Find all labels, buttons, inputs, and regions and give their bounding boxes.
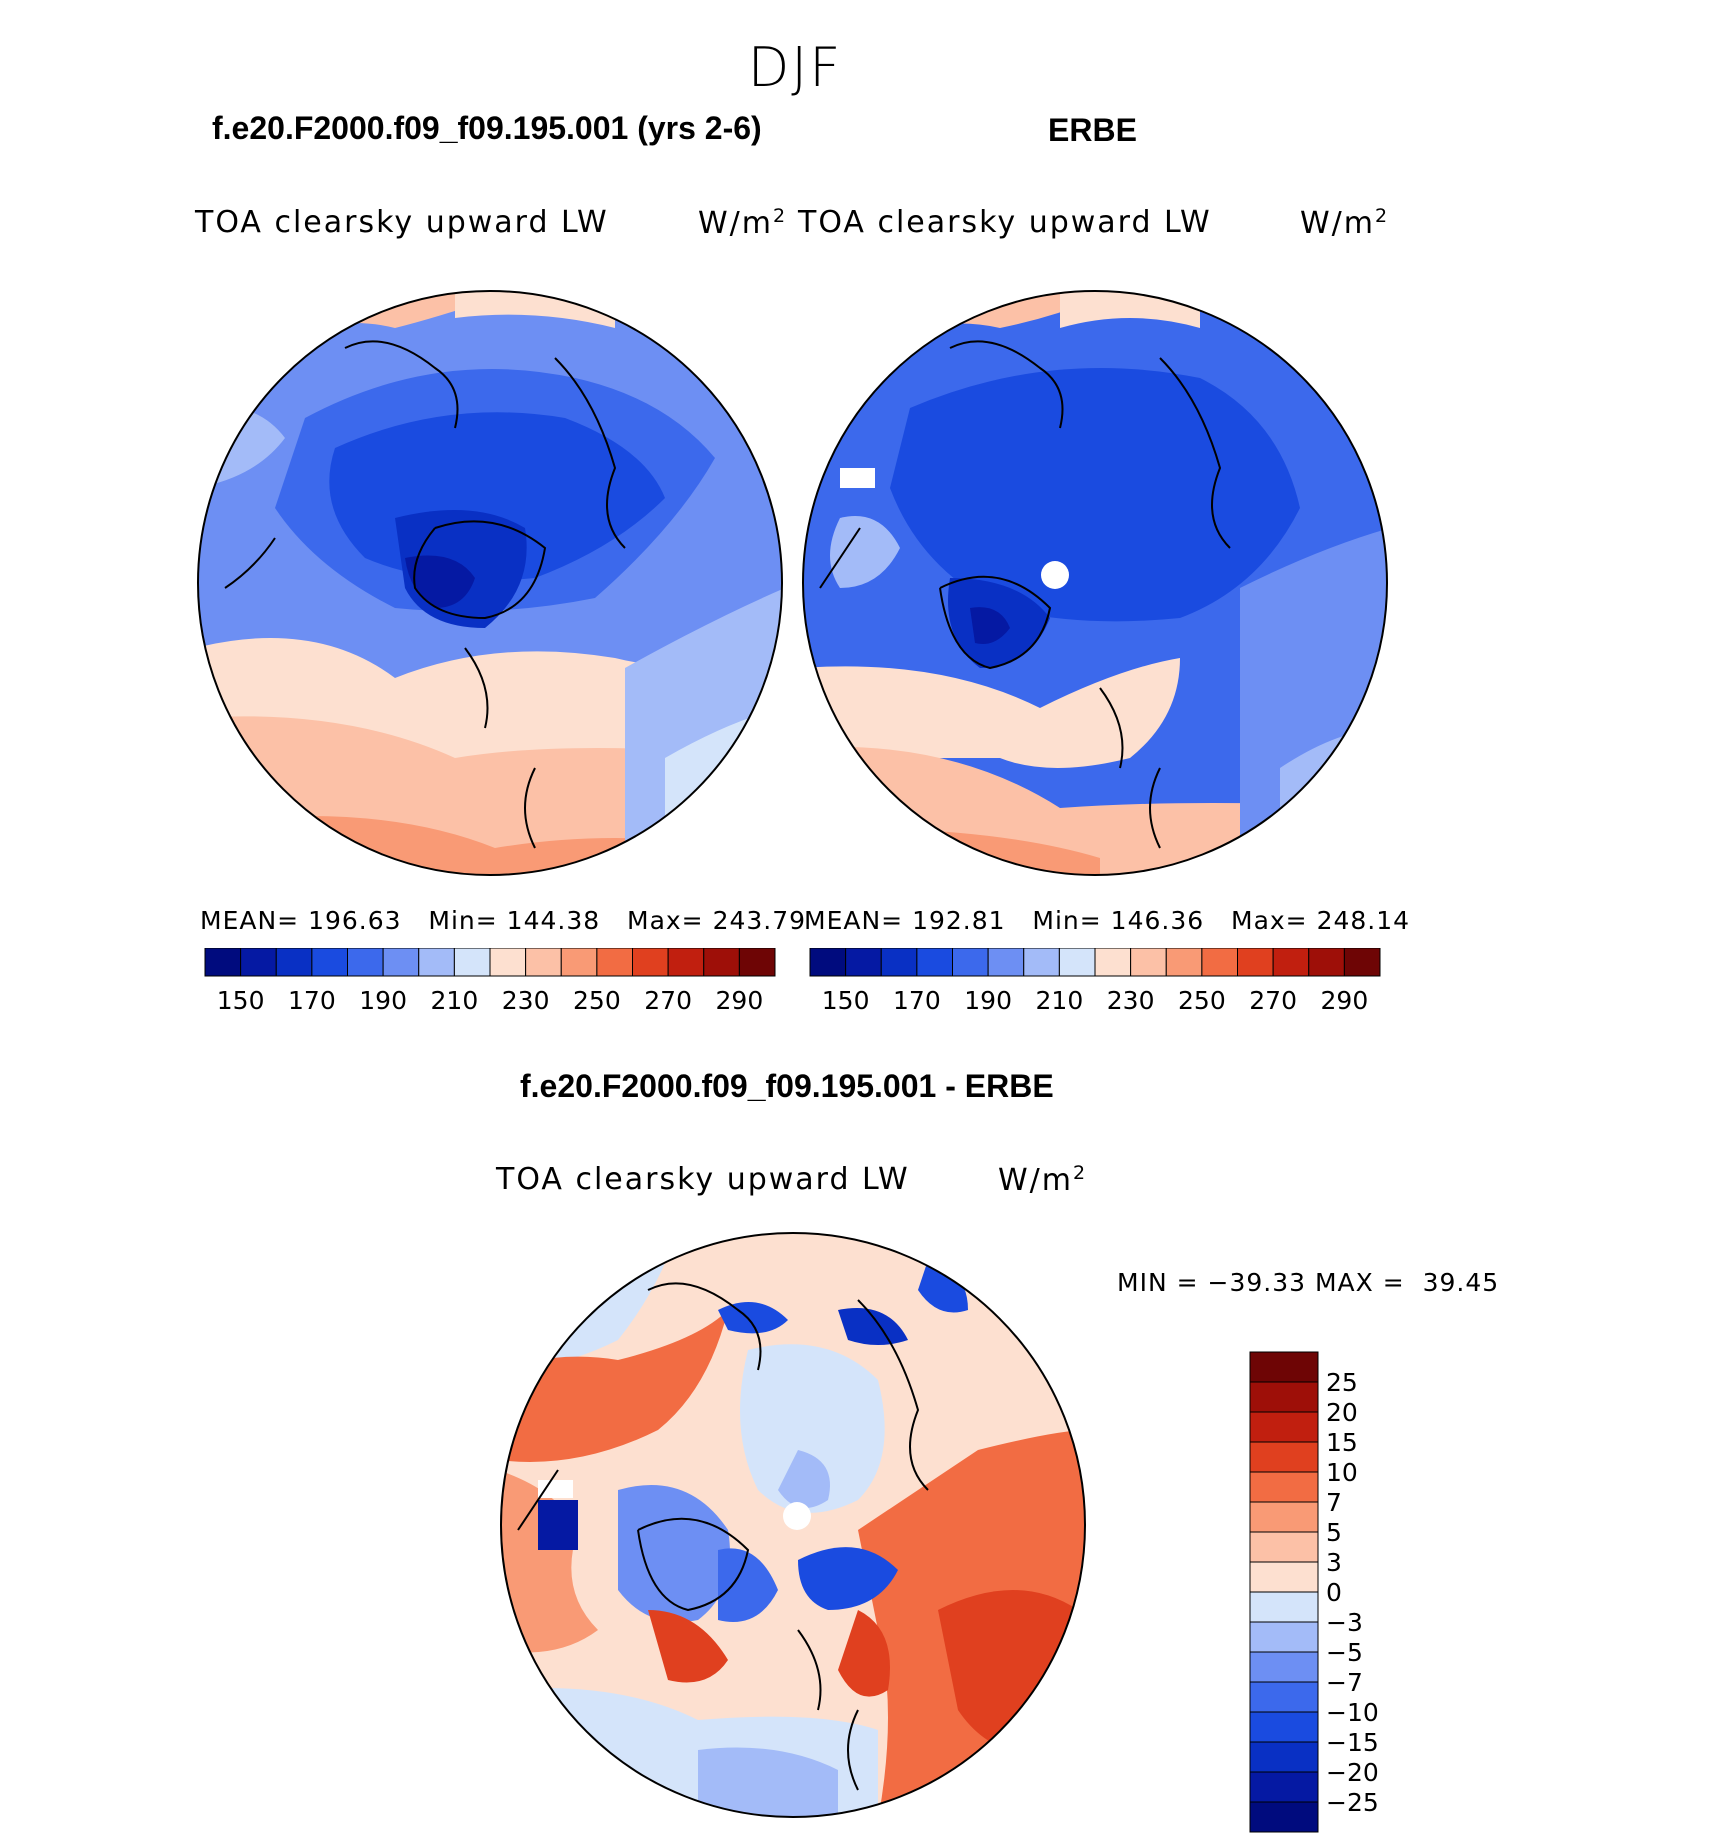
panel2-colorbar-tick-label: 230 [1107, 986, 1155, 1015]
panel3-colorbar-tick-label: −5 [1326, 1638, 1363, 1667]
panel3-colorbar-tick-label: 5 [1326, 1518, 1342, 1547]
panel2-colorbar-tick-label: 290 [1321, 986, 1369, 1015]
panel1-colorbar-swatch [560, 948, 598, 977]
panel2-colorbar-swatch [1058, 948, 1096, 977]
panel1-colorbar-swatch [525, 948, 562, 977]
panel2-colorbar-swatch [845, 948, 882, 977]
panel3-minmax: MIN = −39.33 MAX = 39.45 [1117, 1268, 1500, 1297]
panel2-colorbar-tick-label: 170 [893, 986, 941, 1015]
panel1-colorbar-swatch [489, 948, 527, 977]
panel3-colorbar-swatch [1249, 1381, 1319, 1413]
panel1-polar-map [197, 290, 783, 876]
panel1-colorbar: 150 170 190 210 230 250 270 290 [204, 948, 776, 1015]
panel2-polar-map [802, 290, 1388, 876]
panel2-colorbar-tick-label: 210 [1036, 986, 1084, 1015]
panel3-colorbar-tick-label: −10 [1326, 1698, 1379, 1727]
panel2-colorbar-swatch [1237, 948, 1274, 977]
panel2-colorbar-swatch [952, 948, 989, 977]
panel2-stats: MEAN= 192.81 Min= 146.36 Max= 248.14 [804, 906, 1411, 935]
panel1-colorbar-tick-label: 230 [502, 986, 550, 1015]
panel1-colorbar-swatch [311, 948, 348, 977]
panel2-colorbar-swatch [1094, 948, 1132, 977]
panel1-variable-label: TOA clearsky upward LW [195, 205, 609, 240]
panel2-colorbar-swatch [809, 948, 847, 977]
panel1-colorbar-tick-label: 190 [359, 986, 407, 1015]
panel3-colorbar-tick-label: −3 [1326, 1608, 1363, 1637]
panel1-colorbar-tick-label: 270 [644, 986, 692, 1015]
panel3-colorbar-tick-label: 3 [1326, 1548, 1342, 1577]
panel1-colorbar-swatch [453, 948, 491, 977]
panel1-colorbar-tick-label: 150 [217, 986, 265, 1015]
panel3-colorbar-tick-label: −25 [1326, 1788, 1379, 1817]
panel1-units: W/m2 [698, 205, 788, 241]
panel1-stats: MEAN= 196.63 Min= 144.38 Max= 243.79 [200, 906, 807, 935]
panel3-colorbar-swatch [1249, 1471, 1319, 1503]
panel3-colorbar-tick-label: 7 [1326, 1488, 1342, 1517]
panel2-colorbar-tick-label: 250 [1178, 986, 1226, 1015]
panel3-colorbar-swatch [1249, 1351, 1319, 1383]
panel3-colorbar-tick-label: 25 [1326, 1368, 1358, 1397]
panel1-title: f.e20.F2000.f09_f09.195.001 (yrs 2-6) [212, 110, 762, 146]
panel3-colorbar-swatch [1249, 1771, 1319, 1803]
panel3-colorbar-swatch [1249, 1741, 1319, 1773]
season-title: DJF [747, 36, 843, 99]
panel1-colorbar-swatch [275, 948, 313, 977]
panel3-polar-map [500, 1232, 1086, 1818]
panel1-colorbar-swatch [632, 948, 669, 977]
panel1-colorbar-swatch [347, 948, 384, 977]
panel2-variable-label: TOA clearsky upward LW [798, 205, 1212, 240]
panel1-colorbar-tick-label: 250 [573, 986, 621, 1015]
panel3-variable-label: TOA clearsky upward LW [496, 1162, 910, 1197]
panel2-colorbar-swatch [1343, 948, 1381, 977]
panel3-colorbar-swatch [1249, 1561, 1319, 1593]
panel2-colorbar-swatch [916, 948, 953, 977]
panel3-colorbar-swatch [1249, 1591, 1319, 1623]
panel3-colorbar-tick-label: 15 [1326, 1428, 1358, 1457]
panel3-colorbar-tick-label: −20 [1326, 1758, 1379, 1787]
panel1-colorbar-swatch [596, 948, 633, 977]
panel1-colorbar-tick-label: 210 [431, 986, 479, 1015]
panel2-colorbar-swatch [987, 948, 1025, 977]
panel2-colorbar-swatch [1023, 948, 1060, 977]
panel2-colorbar-tick-label: 150 [822, 986, 870, 1015]
panel2-colorbar-tick-label: 270 [1249, 986, 1297, 1015]
panel3-colorbar-tick-label: 20 [1326, 1398, 1358, 1427]
panel1-colorbar-swatch [382, 948, 420, 977]
panel2-colorbar: 150 170 190 210 230 250 270 290 [809, 948, 1381, 1015]
panel3-colorbar-swatch [1249, 1531, 1319, 1563]
panel1-colorbar-swatch [667, 948, 705, 977]
panel3-colorbar-tick-label: −15 [1326, 1728, 1379, 1757]
panel1-colorbar-swatch [738, 948, 776, 977]
panel2-colorbar-swatch [880, 948, 918, 977]
panel3-colorbar-swatch [1249, 1801, 1319, 1833]
panel2-colorbar-swatch [1201, 948, 1238, 977]
panel2-title: ERBE [1048, 112, 1137, 148]
panel2-colorbar-swatch [1272, 948, 1310, 977]
panel1-colorbar-tick-label: 290 [716, 986, 764, 1015]
panel3-colorbar-tick-label: −7 [1326, 1668, 1363, 1697]
panel3-colorbar-swatch [1249, 1651, 1319, 1683]
panel3-colorbar-swatch [1249, 1501, 1319, 1533]
panel3-colorbar-swatch [1249, 1411, 1319, 1443]
panel1-colorbar-tick-label: 170 [288, 986, 336, 1015]
panel1-colorbar-swatch [240, 948, 277, 977]
panel2-colorbar-swatch [1308, 948, 1345, 977]
panel1-colorbar-swatch [703, 948, 740, 977]
panel3-colorbar-swatch [1249, 1681, 1319, 1713]
panel3-colorbar-swatch [1249, 1711, 1319, 1743]
panel1-colorbar-swatch [418, 948, 455, 977]
panel3-colorbar-swatch [1249, 1441, 1319, 1473]
panel2-colorbar-swatch [1165, 948, 1203, 977]
panel2-units: W/m2 [1300, 205, 1390, 241]
panel3-units: W/m2 [998, 1162, 1088, 1198]
panel3-title: f.e20.F2000.f09_f09.195.001 - ERBE [520, 1068, 1054, 1104]
panel2-colorbar-tick-label: 190 [964, 986, 1012, 1015]
panel1-colorbar-swatch [204, 948, 242, 977]
panel3-colorbar-tick-label: 0 [1326, 1578, 1342, 1607]
panel3-colorbar-tick-label: 10 [1326, 1458, 1358, 1487]
panel3-colorbar-swatch [1249, 1621, 1319, 1653]
panel2-colorbar-swatch [1130, 948, 1167, 977]
